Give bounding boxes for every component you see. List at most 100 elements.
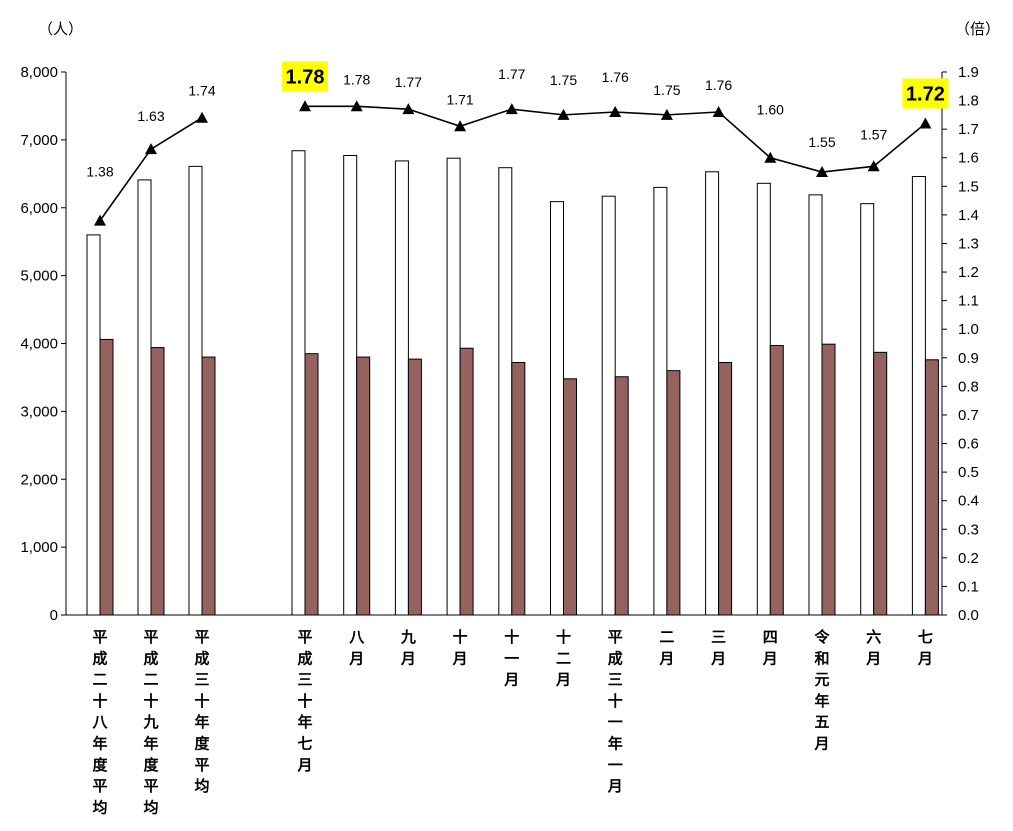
category-label: 三月 (710, 628, 726, 667)
job-offers-bar (653, 186, 668, 616)
category-label: 九月 (400, 628, 416, 667)
right-tick-label: 0.9 (958, 350, 979, 367)
job-offers-bar (911, 176, 926, 616)
category-label-char: 八 (91, 713, 108, 731)
category-label-char: 六 (866, 628, 881, 646)
category-label: 平成二十八年度平均 (91, 628, 108, 816)
left-axis-unit: （人） (38, 20, 83, 38)
job-offers-bar (601, 195, 616, 616)
category-label-char: 月 (296, 756, 312, 774)
right-tick-label: 1.0 (958, 321, 979, 338)
category-label-char: 年 (194, 713, 209, 731)
category-label-char: 九 (400, 628, 416, 646)
job-seekers-bar (873, 351, 888, 616)
ratio-marker (867, 160, 880, 172)
category-label-char: 成 (92, 649, 107, 667)
right-tick-label: 1.9 (958, 64, 979, 81)
job-seekers-bar (150, 347, 165, 616)
right-tick-label: 0.8 (958, 378, 979, 395)
category-label-char: 十 (556, 628, 571, 646)
category-label-char: 三 (194, 671, 209, 689)
job-offers-bar (291, 150, 306, 616)
category-label-char: 月 (400, 649, 416, 667)
category-label: 令和元年五月 (813, 628, 830, 753)
right-tick-label: 1.1 (958, 293, 979, 310)
left-tick-label: 2,000 (20, 471, 58, 488)
ratio-data-label: 1.60 (757, 102, 784, 118)
left-tick-label: 7,000 (20, 132, 58, 149)
category-label-char: 月 (503, 671, 519, 689)
category-label-char: 平 (92, 628, 107, 646)
ratio-data-label: 1.78 (343, 71, 370, 87)
category-label-char: 年 (297, 713, 312, 731)
category-label-char: 七 (918, 628, 933, 646)
job-seekers-bar (201, 356, 216, 616)
ratio-marker (660, 108, 673, 120)
ratio-data-label: 1.78 (286, 66, 325, 88)
right-tick-label: 0.2 (958, 550, 979, 567)
category-label-char: 月 (452, 649, 468, 667)
left-tick-label: 5,000 (20, 268, 58, 285)
category-label-char: 二 (143, 671, 158, 689)
job-seekers-bar (304, 353, 319, 616)
category-label-char: 十 (297, 692, 312, 710)
category-label: 平成三十年七月 (296, 628, 312, 774)
ratio-marker (764, 151, 777, 163)
right-tick-label: 1.7 (958, 121, 979, 138)
category-label-char: 一 (608, 756, 623, 774)
right-tick-label: 1.5 (958, 178, 979, 195)
job-offers-bar (808, 194, 823, 616)
right-axis-unit: （倍） (955, 20, 1000, 38)
left-tick-label: 4,000 (20, 336, 58, 353)
ratio-marker (712, 106, 725, 118)
category-label-char: 十 (504, 628, 519, 646)
ratio-data-label: 1.57 (860, 126, 887, 142)
right-tick-label: 1.2 (958, 264, 979, 281)
ratio-marker (557, 108, 570, 120)
category-label-char: 三 (608, 671, 623, 689)
category-labels-layer: 平成二十八年度平均平成二十九年度平均平成三十年度平均平成三十年七月八月九月十月十… (91, 628, 932, 816)
ratio-data-label: 1.77 (498, 66, 525, 82)
ratio-marker (196, 111, 208, 123)
job-seekers-bar (356, 356, 371, 616)
ratio-data-label: 1.71 (446, 91, 473, 107)
category-label-char: 和 (814, 649, 829, 667)
category-label: 八月 (348, 628, 365, 667)
job-seekers-bar (459, 347, 474, 616)
category-label-char: 均 (143, 798, 158, 816)
job-seekers-bar (718, 362, 733, 616)
category-label-char: 度 (92, 756, 108, 774)
job-offers-bar (137, 179, 152, 616)
job-offers-bar (394, 160, 409, 616)
ratio-marker (816, 166, 828, 178)
category-label-char: 月 (658, 649, 674, 667)
ratio-marker (454, 120, 467, 132)
category-label-char: 成 (608, 649, 623, 667)
category-label-char: 一 (608, 713, 623, 731)
category-label-char: 四 (763, 628, 778, 646)
category-label-char: 十 (453, 628, 468, 646)
category-label-char: 成 (143, 649, 158, 667)
category-label-char: 二 (92, 671, 107, 689)
category-label-char: 令 (814, 628, 830, 646)
category-label-char: 均 (92, 798, 107, 816)
job-offers-bar (498, 167, 513, 616)
category-label-char: 平 (143, 777, 158, 795)
category-label-char: 月 (917, 649, 933, 667)
ratio-data-label: 1.77 (395, 74, 422, 90)
category-label-char: 一 (504, 649, 519, 667)
ratio-data-label: 1.38 (86, 164, 113, 180)
left-tick-label: 1,000 (20, 539, 58, 556)
category-label-char: 成 (194, 649, 209, 667)
ratio-data-label: 1.55 (808, 134, 835, 150)
job-seekers-bar (614, 376, 629, 616)
job-offers-bar (86, 234, 101, 616)
right-tick-label: 0.4 (958, 493, 979, 510)
category-label-char: 均 (194, 777, 209, 795)
right-tick-label: 0.6 (958, 436, 979, 453)
category-label-char: 三 (711, 628, 726, 646)
category-label-char: 成 (297, 649, 312, 667)
category-label: 十二月 (555, 628, 571, 689)
job-seekers-bar (821, 343, 836, 616)
